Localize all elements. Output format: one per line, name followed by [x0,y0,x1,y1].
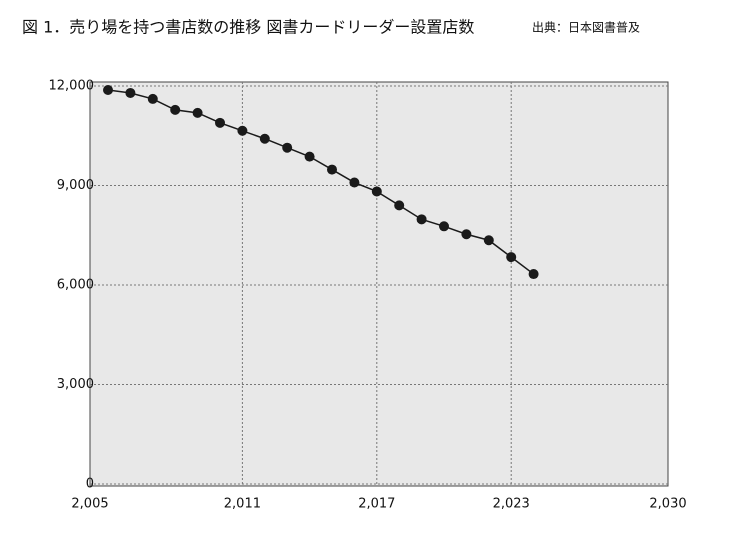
data-point [439,221,449,232]
data-point [237,125,248,136]
data-point [483,235,494,246]
data-point [506,252,517,263]
data-point [528,269,539,280]
y-tick-label: 0 [86,477,94,492]
data-point [394,200,405,211]
x-tick-label: 2,030 [649,497,686,512]
y-tick-label: 3,000 [57,377,94,392]
data-point [103,84,113,95]
y-tick-label: 9,000 [57,178,94,193]
data-point [192,107,203,118]
data-point [282,142,293,153]
x-tick-label: 2,011 [224,497,261,512]
x-tick-label: 2,017 [358,497,395,512]
data-point [147,93,158,104]
data-point [170,104,181,115]
x-tick-label: 2,023 [493,497,530,512]
data-point [327,164,337,175]
data-point [215,117,225,128]
data-point [371,186,382,197]
data-point [304,151,315,162]
x-tick-label: 2,005 [71,497,108,512]
y-tick-label: 12,000 [49,79,95,94]
data-point [349,177,360,188]
data-point [259,133,270,144]
data-point [416,214,427,225]
source-note: 出典：日本図書普及 [532,21,640,35]
y-tick-label: 6,000 [57,278,94,293]
data-point [125,87,136,98]
plot-area [89,81,669,487]
chart-title: 図 1．売り場を持つ書店数の推移 図書カードリーダー設置店数 [22,18,474,37]
data-point [461,229,472,240]
